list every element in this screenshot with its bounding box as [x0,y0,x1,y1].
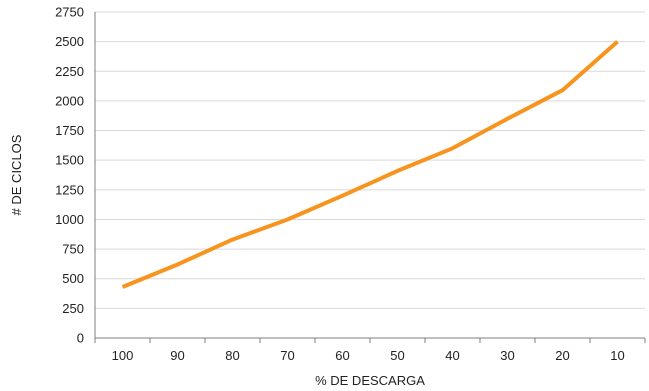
x-tick-label: 20 [555,348,569,363]
x-tick-label: 80 [225,348,239,363]
y-tick-label: 750 [62,242,84,257]
y-tick-label: 500 [62,271,84,286]
series-line [121,40,619,289]
axes [94,12,646,343]
y-tick-label: 1000 [55,212,84,227]
y-tick-labels: 0 250 500 750 1000 1250 1500 1750 2000 2250 2500 27… [55,5,84,346]
y-tick-label: 2000 [55,93,84,108]
x-tick-label: 50 [390,348,404,363]
x-tick-label: 90 [170,348,184,363]
y-tick-label: 250 [62,301,84,316]
y-tick-label: 2500 [55,34,84,49]
x-tick-label: 30 [500,348,514,363]
y-axis-title: # DE CICLOS [9,134,24,215]
x-axis-title: % DE DESCARGA [315,373,425,388]
x-tick-label: 60 [335,348,349,363]
y-tick-label: 1500 [55,153,84,168]
x-tick-label: 40 [445,348,459,363]
grid-lines [95,11,645,309]
x-tick-label: 10 [610,348,624,363]
series-lines [121,40,619,289]
x-tick-label: 100 [112,348,134,363]
y-tick-label: 0 [77,331,84,346]
x-tick-label: 70 [280,348,294,363]
x-tick-labels: 100 90 80 70 60 50 40 30 20 10 [112,348,625,363]
y-tick-label: 2750 [55,5,84,20]
y-tick-label: 1750 [55,123,84,138]
y-tick-label: 1250 [55,182,84,197]
y-tick-label: 2250 [55,64,84,79]
